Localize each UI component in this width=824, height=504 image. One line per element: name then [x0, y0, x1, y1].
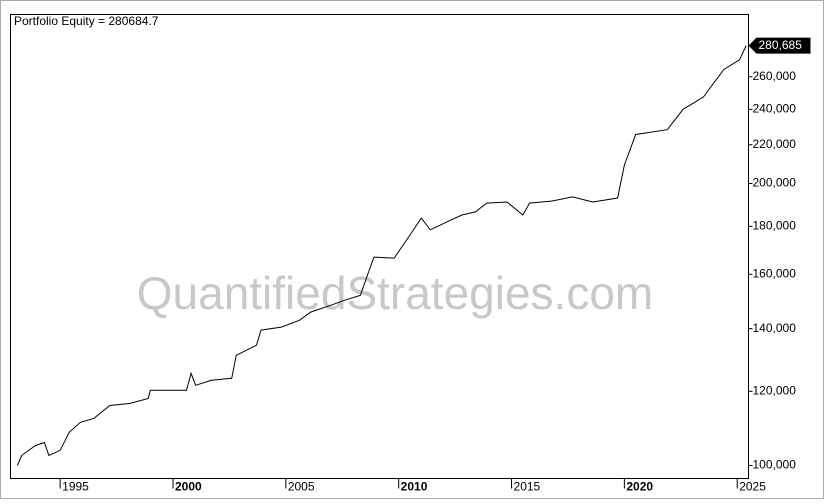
chart-title: Portfolio Equity = 280684.7 — [14, 14, 159, 28]
y-tick-label: 200,000 — [753, 176, 797, 190]
x-tick-label: 2010 — [401, 480, 428, 494]
y-tick-label: 100,000 — [753, 458, 797, 472]
y-tick-label: 140,000 — [753, 321, 797, 335]
y-tick-label: 220,000 — [753, 137, 797, 151]
x-tick-label: 1995 — [62, 480, 89, 494]
x-tick-label: 2005 — [288, 480, 315, 494]
y-tick-label: 180,000 — [753, 219, 797, 233]
last-value-badge — [748, 37, 811, 54]
last-value-label: 280,685 — [759, 38, 803, 52]
x-tick-label: 2025 — [739, 480, 766, 494]
plot-frame — [10, 14, 749, 479]
equity-line — [16, 45, 747, 466]
watermark: QuantifiedStrategies.com — [137, 267, 654, 319]
x-tick-label: 2015 — [514, 480, 541, 494]
y-tick-label: 120,000 — [753, 383, 797, 397]
x-tick-label: 2020 — [626, 480, 653, 494]
x-tick-label: 2000 — [175, 480, 202, 494]
y-tick-label: 240,000 — [753, 101, 797, 115]
y-tick-label: 260,000 — [753, 69, 797, 83]
y-tick-label: 160,000 — [753, 266, 797, 280]
